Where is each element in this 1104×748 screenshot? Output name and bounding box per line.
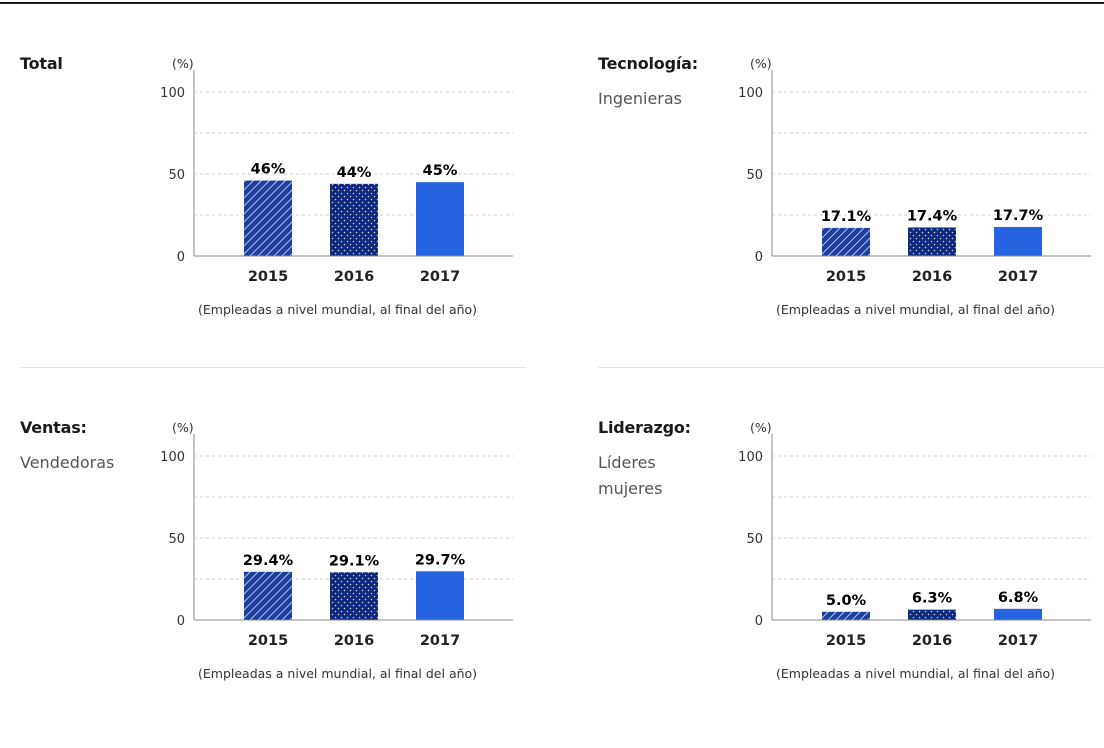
bar-2017 [994, 226, 1042, 256]
bar-2016 [330, 572, 378, 620]
data-label: 17.7% [993, 208, 1044, 224]
y-tick-label: 0 [755, 614, 763, 629]
bar-2015 [822, 611, 870, 620]
bar-chart-total: (%) 0 50 100 46% 2015 44% 2016 45% 2017 [160, 56, 513, 285]
y-unit-label: (%) [750, 420, 772, 435]
x-tick-label: 2017 [998, 269, 1038, 285]
panel-subtitle: Vendedoras [20, 453, 115, 472]
x-tick-label: 2016 [912, 269, 952, 285]
y-unit-label: (%) [172, 56, 194, 71]
section-divider-left [20, 367, 526, 368]
panel-ventas: Ventas: Vendedoras (%) 0 50 100 29.4% 2015 29.… [20, 418, 530, 748]
x-tick-label: 2016 [334, 269, 374, 285]
x-tick-label: 2015 [826, 633, 866, 649]
bar-2015 [822, 227, 870, 256]
y-unit-label: (%) [172, 420, 194, 435]
panel-title: Total [20, 54, 63, 73]
top-rule [0, 2, 1104, 4]
panel-liderazgo: Liderazgo: Líderes mujeres (%) 0 50 100 5.0%… [598, 418, 1104, 748]
panel-title: Tecnología: [598, 54, 698, 73]
bar-2015 [244, 180, 292, 256]
y-tick-label: 0 [755, 250, 763, 265]
panel-title: Liderazgo: [598, 418, 691, 437]
data-label: 6.8% [998, 590, 1039, 606]
data-label: 29.4% [243, 553, 294, 569]
y-tick-label: 50 [746, 168, 763, 183]
data-label: 46% [251, 162, 286, 178]
data-label: 5.0% [826, 593, 867, 609]
data-label: 44% [337, 165, 372, 181]
y-tick-label: 50 [168, 168, 185, 183]
bar-2017 [416, 571, 464, 620]
y-unit-label: (%) [750, 56, 772, 71]
chart-note: (Empleadas a nivel mundial, al final del… [776, 666, 1056, 681]
bar-2017 [994, 608, 1042, 620]
y-tick-label: 50 [168, 532, 185, 547]
y-tick-label: 100 [160, 450, 185, 465]
panel-subtitle: Ingenieras [598, 89, 683, 108]
y-tick-label: 100 [160, 86, 185, 101]
x-tick-label: 2017 [420, 269, 460, 285]
data-label: 17.1% [821, 209, 872, 225]
y-tick-label: 0 [177, 614, 185, 629]
bar-chart-tecnologia: (%) 0 50 100 17.1% 2015 17.4% 2016 17.7% 2017 [738, 56, 1091, 285]
section-divider-right [598, 367, 1104, 368]
bar-2015 [244, 571, 292, 620]
panel-subtitle: Líderes mujeres [598, 453, 663, 498]
x-tick-label: 2017 [998, 633, 1038, 649]
x-tick-label: 2016 [334, 633, 374, 649]
panel-tecnologia: Tecnología: Ingenieras (%) 0 50 100 17.1% 201… [598, 54, 1104, 384]
panel-total: Total (%) 0 50 100 46% 2015 44% 2016 45% 2017 (Em… [20, 54, 530, 384]
bar-2017 [416, 182, 464, 256]
bar-2016 [908, 609, 956, 620]
x-tick-label: 2015 [826, 269, 866, 285]
chart-note: (Empleadas a nivel mundial, al final del… [198, 302, 478, 317]
data-label: 29.1% [329, 553, 380, 569]
x-tick-label: 2015 [248, 269, 288, 285]
y-tick-label: 0 [177, 250, 185, 265]
y-tick-label: 100 [738, 86, 763, 101]
data-label: 29.7% [415, 552, 466, 568]
y-tick-label: 50 [746, 532, 763, 547]
x-tick-label: 2016 [912, 633, 952, 649]
data-label: 17.4% [907, 208, 958, 224]
panel-title: Ventas: [20, 418, 87, 437]
bar-chart-ventas: (%) 0 50 100 29.4% 2015 29.1% 2016 29.7% 2017 [160, 420, 513, 649]
bar-chart-liderazgo: (%) 0 50 100 5.0% 2015 6.3% 2016 6.8% 2017 [738, 420, 1091, 649]
data-label: 6.3% [912, 591, 953, 607]
y-tick-label: 100 [738, 450, 763, 465]
x-tick-label: 2015 [248, 633, 288, 649]
data-label: 45% [423, 163, 458, 179]
bar-2016 [330, 183, 378, 256]
chart-note: (Empleadas a nivel mundial, al final del… [198, 666, 478, 681]
chart-note: (Empleadas a nivel mundial, al final del… [776, 302, 1056, 317]
x-tick-label: 2017 [420, 633, 460, 649]
bar-2016 [908, 227, 956, 256]
